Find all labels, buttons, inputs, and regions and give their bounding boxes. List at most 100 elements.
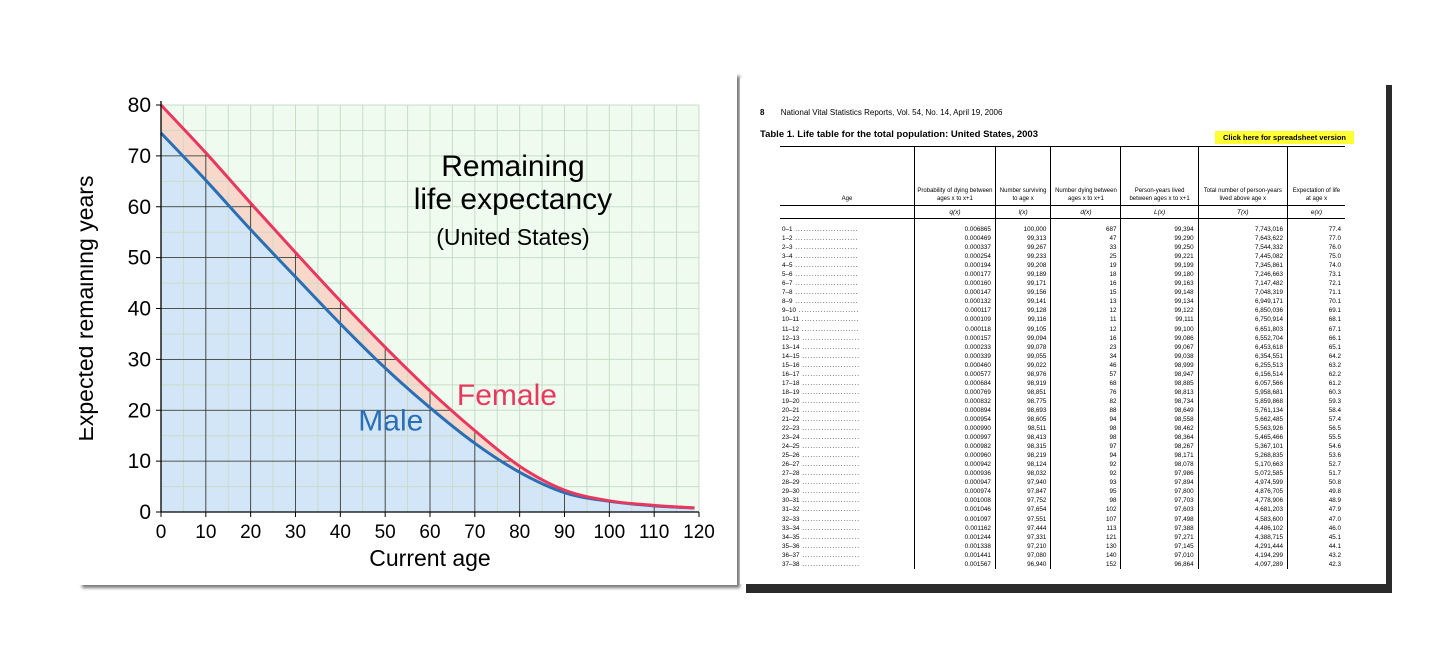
- value-cell: 66.1: [1286, 333, 1345, 343]
- value-cell: 93: [1050, 478, 1121, 488]
- value-cell: 94: [1050, 451, 1121, 461]
- leader-dots: .....................: [799, 506, 861, 514]
- leader-dots: .....................: [799, 560, 861, 568]
- age-cell: 20–21 .....................: [780, 406, 915, 415]
- value-cell: 97,080: [994, 550, 1051, 560]
- leader-dots: .....................: [799, 361, 861, 369]
- value-cell: 57: [1050, 369, 1121, 379]
- value-cell: 97,388: [1120, 523, 1199, 533]
- leader-dots: .....................: [799, 452, 861, 460]
- value-cell: 88: [1050, 405, 1121, 415]
- y-tick-label-20: 20: [128, 399, 151, 422]
- age-label: 27–28: [782, 470, 800, 478]
- value-cell: 0.001046: [914, 505, 996, 515]
- value-cell: 19: [1050, 261, 1121, 271]
- value-cell: 50.8: [1286, 478, 1345, 488]
- age-label: 12–13: [782, 334, 800, 342]
- value-cell: 97,145: [1120, 541, 1199, 551]
- age-label: 20–21: [782, 406, 800, 414]
- y-axis-label: Expected remaining years: [79, 176, 98, 442]
- value-cell: 98: [1050, 433, 1121, 443]
- value-cell: 99,078: [994, 342, 1051, 352]
- leader-dots: .....................: [799, 479, 861, 487]
- value-cell: 98,885: [1120, 378, 1199, 388]
- value-cell: 98,032: [994, 469, 1051, 479]
- value-cell: 98,775: [994, 396, 1051, 406]
- table-title: Table 1. Life table for the total popula…: [760, 129, 1039, 140]
- value-cell: 98,649: [1120, 405, 1199, 415]
- value-cell: 98,413: [994, 433, 1051, 443]
- age-cell: 3–4 .......................: [780, 252, 915, 261]
- age-cell: 1–2 .......................: [780, 234, 915, 243]
- value-cell: 57.4: [1286, 414, 1345, 425]
- value-cell: 4,194,299: [1197, 550, 1288, 560]
- life-expectancy-chart: 0 10 20 30 40 50 60 70 80 90 100 110 120 0 10 20 30 40 50 6…: [79, 73, 737, 585]
- value-cell: 99,134: [1120, 297, 1199, 307]
- age-label: 28–29: [782, 479, 800, 487]
- value-cell: 12: [1050, 324, 1121, 334]
- x-axis-label: Current age: [369, 545, 490, 571]
- column-symbol-1: q(x): [914, 205, 996, 219]
- value-cell: 5,367,101: [1197, 442, 1288, 452]
- value-cell: 99,290: [1120, 234, 1199, 244]
- table-symbol-row: q(x) l(x) d(x) L(x) T(x) e(x): [780, 205, 1345, 219]
- value-cell: 97,444: [994, 523, 1051, 533]
- value-cell: 92: [1050, 469, 1121, 479]
- age-cell: 34–35 .....................: [780, 533, 915, 542]
- value-cell: 97,271: [1120, 532, 1199, 542]
- x-tick-label-80: 80: [509, 522, 530, 543]
- value-cell: 97,331: [994, 532, 1051, 542]
- leader-dots: .......................: [792, 226, 859, 234]
- table-body: 0–1 ....................... 0.006865 100,0…: [780, 225, 1345, 569]
- value-cell: 55.5: [1286, 433, 1345, 443]
- column-header-4: Person-years lived between ages x to x+1: [1120, 146, 1199, 206]
- value-cell: 99,221: [1120, 252, 1199, 262]
- x-tick-label-50: 50: [375, 522, 396, 543]
- value-cell: 100,000: [994, 225, 1051, 235]
- leader-dots: .....................: [799, 461, 861, 469]
- age-label: 14–15: [782, 352, 800, 360]
- value-cell: 7,445,082: [1197, 252, 1288, 262]
- value-cell: 48.9: [1286, 496, 1345, 506]
- table-row: 25–26 ..................... 0.000960 98,21…: [780, 451, 1345, 461]
- table-row: 33–34 ..................... 0.001162 97,44…: [780, 523, 1345, 533]
- age-cell: 32–33 .....................: [780, 515, 915, 524]
- value-cell: 4,583,600: [1197, 514, 1288, 524]
- value-cell: 0.001338: [914, 541, 996, 551]
- leader-dots: .......................: [792, 244, 859, 252]
- age-cell: 13–14 .....................: [780, 343, 915, 352]
- spreadsheet-link[interactable]: Click here for spreadsheet version: [1215, 131, 1354, 144]
- male-area: [161, 132, 695, 512]
- value-cell: 99,313: [994, 234, 1051, 244]
- age-label: 26–27: [782, 461, 800, 469]
- age-label: 7–8: [782, 289, 793, 297]
- value-cell: 97,940: [994, 478, 1051, 488]
- value-cell: 5,958,681: [1197, 387, 1288, 397]
- table-row: 3–4 ....................... 0.000254 99,23…: [780, 252, 1345, 262]
- value-cell: 0.000982: [914, 442, 996, 452]
- age-label: 31–32: [782, 506, 800, 514]
- table-row: 21–22 ..................... 0.000954 98,60…: [780, 414, 1345, 425]
- value-cell: 99,141: [994, 297, 1051, 307]
- value-cell: 98,511: [994, 424, 1051, 434]
- age-cell: 10–11 .....................: [780, 315, 915, 324]
- age-label: 16–17: [782, 370, 800, 378]
- age-label: 30–31: [782, 497, 800, 505]
- value-cell: 68: [1050, 378, 1121, 388]
- life-table-document: 8 National Vital Statistics Reports, Vol…: [740, 78, 1386, 584]
- value-cell: 6,552,704: [1197, 333, 1288, 343]
- value-cell: 94: [1050, 414, 1121, 425]
- leader-dots: .....................: [799, 515, 861, 523]
- value-cell: 0.001441: [914, 550, 996, 560]
- y-tick-label-70: 70: [128, 145, 151, 168]
- value-cell: 4,681,203: [1197, 505, 1288, 515]
- age-label: 0–1: [782, 226, 793, 234]
- age-cell: 5–6 .......................: [780, 270, 915, 279]
- table-row: 23–24 ..................... 0.000997 98,41…: [780, 433, 1345, 443]
- value-cell: 73.1: [1286, 270, 1345, 280]
- value-cell: 61.2: [1286, 378, 1345, 388]
- leader-dots: .....................: [799, 434, 861, 442]
- value-cell: 99,394: [1120, 225, 1199, 235]
- age-cell: 37–38 .....................: [780, 560, 915, 569]
- age-label: 21–22: [782, 416, 800, 423]
